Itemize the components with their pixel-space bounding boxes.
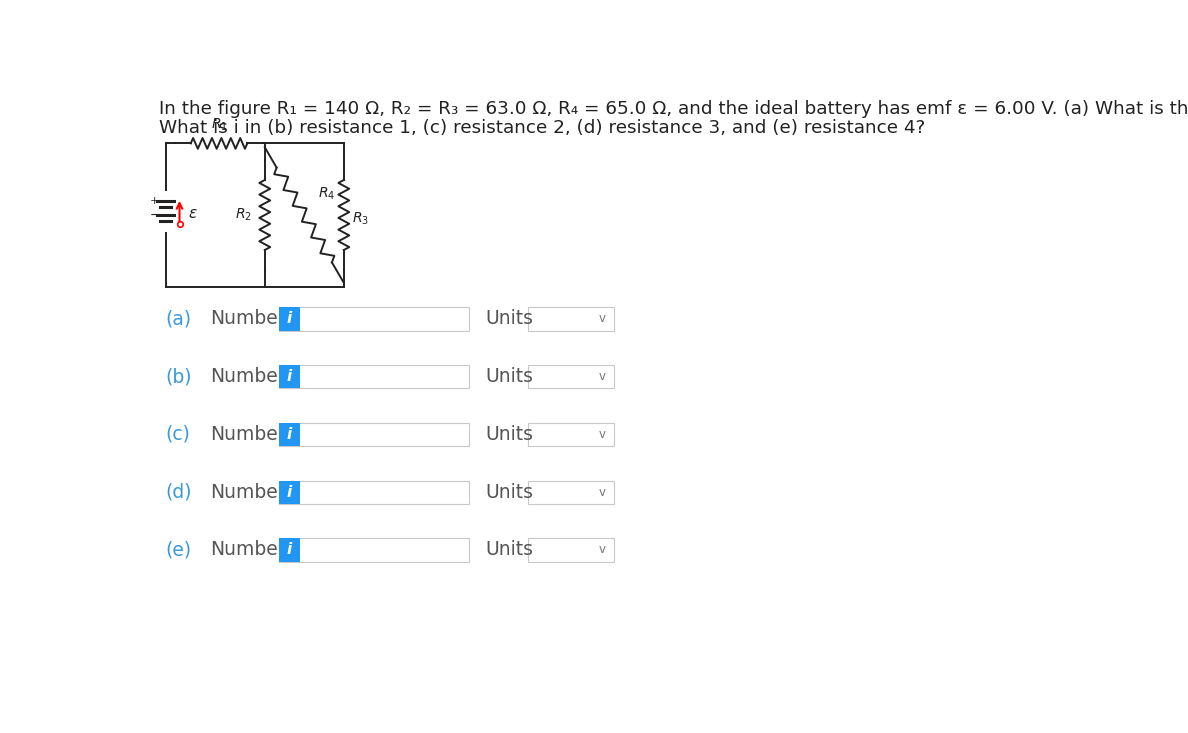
FancyBboxPatch shape [279,307,469,331]
Text: i: i [287,485,292,500]
FancyBboxPatch shape [279,365,469,388]
Text: Number: Number [210,425,286,444]
Text: Units: Units [486,367,533,386]
Text: Number: Number [210,367,286,386]
Text: v: v [599,370,606,383]
Text: i: i [287,312,292,326]
Text: $R_3$: $R_3$ [352,210,368,227]
FancyBboxPatch shape [529,481,613,504]
Text: In the figure R₁ = 140 Ω, R₂ = R₃ = 63.0 Ω, R₄ = 65.0 Ω, and the ideal battery h: In the figure R₁ = 140 Ω, R₂ = R₃ = 63.0… [159,100,1188,118]
FancyBboxPatch shape [279,481,301,504]
Text: (b): (b) [165,367,192,386]
FancyBboxPatch shape [279,423,469,446]
FancyBboxPatch shape [279,481,469,504]
Text: i: i [287,369,292,384]
Text: Number: Number [210,483,286,501]
FancyBboxPatch shape [529,423,613,446]
Text: What is i in (b) resistance 1, (c) resistance 2, (d) resistance 3, and (e) resis: What is i in (b) resistance 1, (c) resis… [159,119,925,137]
Text: +: + [150,196,159,206]
Text: (c): (c) [165,425,190,444]
Text: v: v [599,543,606,556]
FancyBboxPatch shape [529,539,613,561]
Text: Number: Number [210,309,286,328]
Text: v: v [599,312,606,325]
Text: (a): (a) [165,309,191,328]
FancyBboxPatch shape [279,539,301,561]
FancyBboxPatch shape [279,365,301,388]
Text: Units: Units [486,425,533,444]
Text: Units: Units [486,483,533,501]
FancyBboxPatch shape [279,539,469,561]
FancyBboxPatch shape [529,365,613,388]
Text: Units: Units [486,540,533,559]
Text: i: i [287,542,292,558]
Text: (d): (d) [165,483,192,501]
Text: $R_1$: $R_1$ [210,117,227,133]
Text: $R_4$: $R_4$ [317,185,335,202]
Text: −: − [150,208,160,221]
FancyBboxPatch shape [279,423,301,446]
Text: Number: Number [210,540,286,559]
Text: ε: ε [189,206,197,221]
Text: v: v [599,428,606,441]
FancyBboxPatch shape [279,307,301,331]
Text: v: v [599,486,606,498]
Text: i: i [287,427,292,442]
Text: (e): (e) [165,540,191,559]
FancyBboxPatch shape [529,307,613,331]
Text: $R_2$: $R_2$ [235,207,252,224]
Text: Units: Units [486,309,533,328]
